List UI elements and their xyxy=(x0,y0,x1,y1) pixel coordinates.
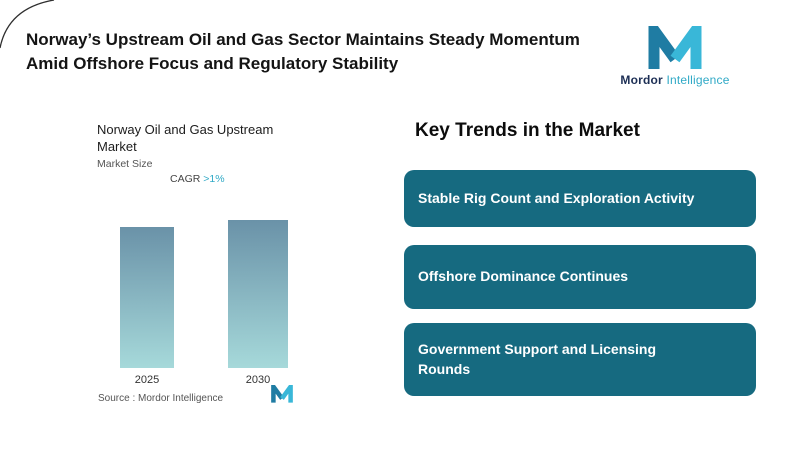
brand-logo: Mordor Intelligence xyxy=(616,26,734,87)
source-label: Source : xyxy=(98,393,136,404)
market-size-chart: Norway Oil and Gas Upstream Market Marke… xyxy=(85,113,395,418)
x-axis-label: 2025 xyxy=(134,374,160,386)
trends-heading: Key Trends in the Market xyxy=(415,120,640,141)
trend-card-label: Government Support and Licensing Rounds xyxy=(418,340,657,377)
chart-title: Norway Oil and Gas Upstream Market xyxy=(97,122,274,155)
bar-plot-area xyxy=(85,216,395,368)
cagr-label: CAGR xyxy=(170,173,201,185)
chart-subtitle: Market Size xyxy=(97,158,153,170)
brand-name-primary: Mordor xyxy=(620,73,663,87)
corner-decoration-line xyxy=(0,0,55,49)
x-axis-label: 2030 xyxy=(245,374,271,386)
chart-source: Source : Mordor Intelligence xyxy=(98,393,223,404)
cagr-annotation: CAGR >1% xyxy=(170,173,225,185)
brand-logo-text: Mordor Intelligence xyxy=(616,73,734,87)
source-value: Mordor Intelligence xyxy=(138,393,224,404)
chart-bar xyxy=(228,220,288,368)
page-title: Norway’s Upstream Oil and Gas Sector Mai… xyxy=(26,30,580,74)
cagr-value: >1% xyxy=(203,173,225,185)
trend-card-label: Stable Rig Count and Exploration Activit… xyxy=(418,189,695,206)
chart-bar xyxy=(120,227,174,368)
trend-card: Stable Rig Count and Exploration Activit… xyxy=(404,170,756,227)
mordor-logo-small-icon xyxy=(271,385,293,403)
trend-card: Offshore Dominance Continues xyxy=(404,245,756,309)
brand-name-secondary: Intelligence xyxy=(666,73,730,87)
trend-card-label: Offshore Dominance Continues xyxy=(418,268,629,285)
trend-card: Government Support and Licensing Rounds xyxy=(404,323,756,396)
mordor-logo-icon xyxy=(648,26,702,69)
